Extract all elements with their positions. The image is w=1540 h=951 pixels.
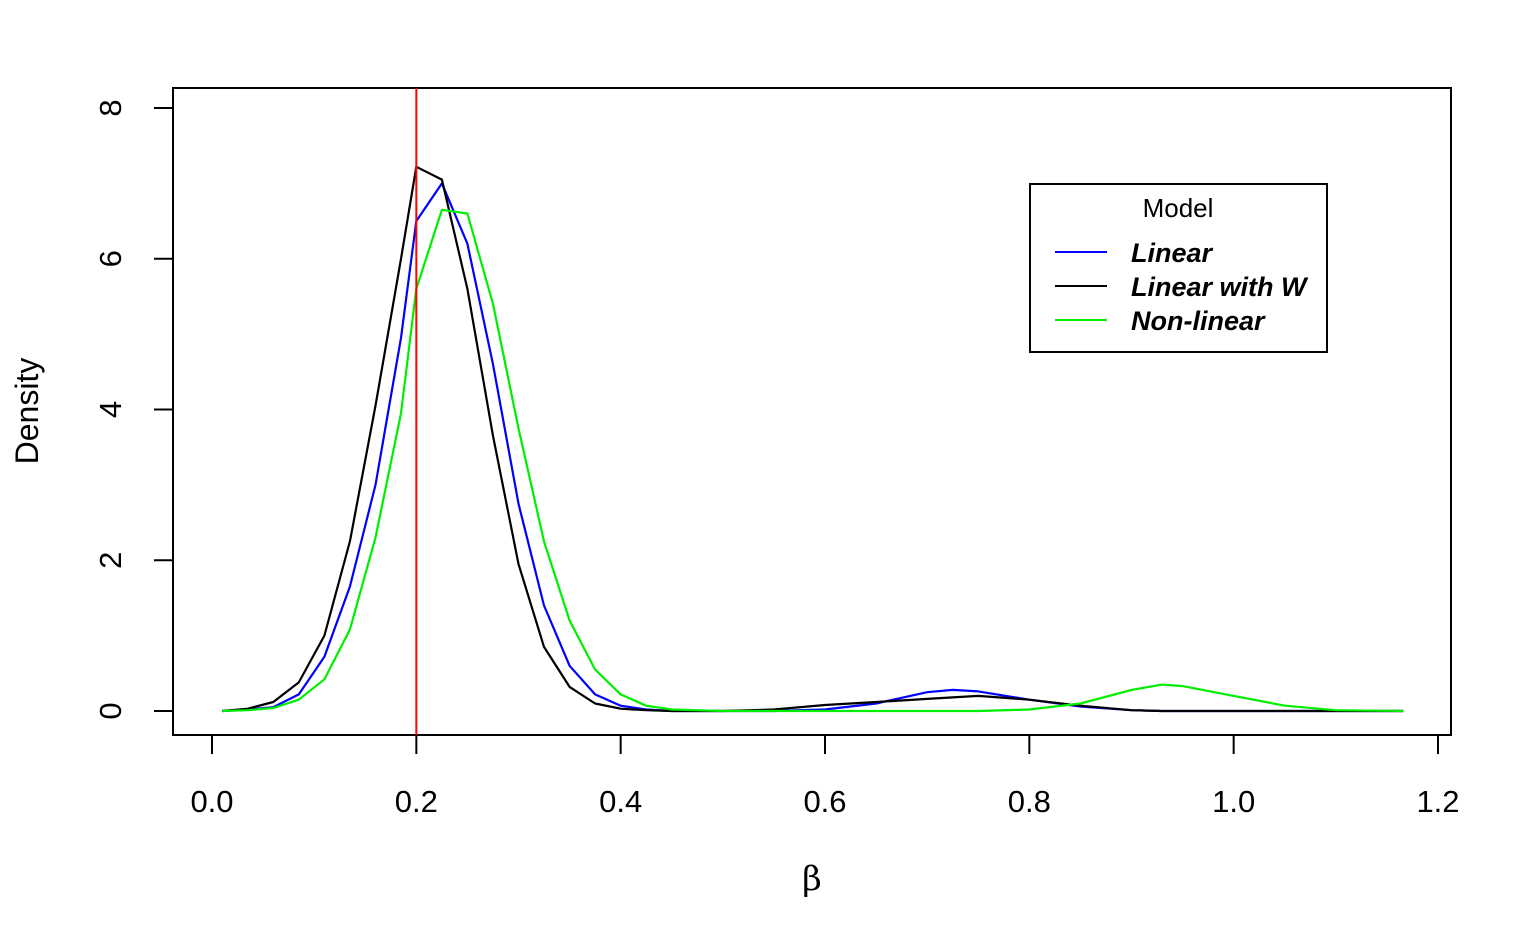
legend: Model Linear Linear with W Non-linear — [1029, 183, 1328, 353]
legend-title: Model — [1143, 193, 1214, 223]
legend-items: Linear Linear with W Non-linear — [1055, 238, 1309, 336]
x-tick-label: 0.8 — [1008, 784, 1051, 819]
x-tick-label: 0.0 — [190, 784, 233, 819]
x-axis: 0.0 0.2 0.4 0.6 0.8 1.0 1.2 — [190, 734, 1460, 819]
y-tick-label: 8 — [93, 99, 128, 116]
x-axis-title: β — [802, 859, 822, 899]
x-tick-label: 0.4 — [599, 784, 642, 819]
y-axis-title: Density — [9, 358, 45, 465]
legend-box — [1029, 183, 1328, 353]
series-layer — [222, 165, 1404, 713]
x-tick-label: 0.2 — [395, 784, 438, 819]
x-tick-label: 0.6 — [803, 784, 846, 819]
series-line-3 — [222, 208, 1404, 713]
x-tick-label: 1.2 — [1416, 784, 1459, 819]
series-line-2 — [222, 165, 1404, 713]
y-axis: 0 2 4 6 8 — [93, 99, 174, 720]
legend-label-1: Linear — [1131, 238, 1214, 268]
x-tick-label: 1.0 — [1212, 784, 1255, 819]
y-tick-label: 6 — [93, 250, 128, 267]
y-tick-label: 4 — [93, 401, 128, 418]
legend-label-3: Non-linear — [1131, 306, 1266, 336]
y-tick-label: 2 — [93, 552, 128, 569]
legend-label-2: Linear with W — [1131, 272, 1309, 302]
y-tick-label: 0 — [93, 702, 128, 719]
